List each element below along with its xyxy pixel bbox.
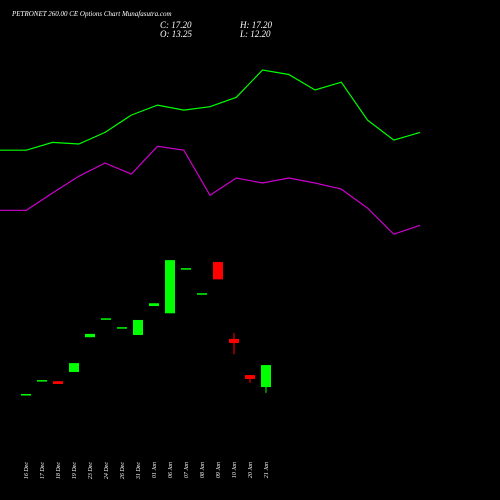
x-tick-label: 19 Dec	[72, 462, 78, 479]
candle-body	[181, 268, 191, 270]
x-tick-label: 17 Dec	[40, 462, 46, 479]
x-tick-label: 18 Dec	[56, 462, 62, 479]
candle-body	[213, 262, 223, 280]
header-close: C: 17.20	[160, 20, 192, 30]
header-open: O: 13.25	[160, 29, 192, 39]
candle-body	[245, 375, 255, 379]
candle-body	[21, 394, 31, 396]
x-tick-label: 10 Jan	[232, 462, 238, 478]
candle-body	[197, 293, 207, 295]
x-tick-label: 07 Jan	[184, 462, 190, 478]
x-tick-label: 26 Dec	[120, 462, 126, 479]
candle-body	[133, 319, 143, 335]
candle-body	[37, 380, 47, 382]
x-tick-label: 09 Jan	[216, 462, 222, 478]
header-low: L: 12.20	[239, 29, 271, 39]
x-tick-label: 06 Jan	[168, 462, 174, 478]
candle-body	[149, 303, 159, 307]
x-tick-label: 16 Dec	[24, 462, 30, 479]
x-tick-label: 20 Jan	[248, 462, 254, 478]
header-high: H: 17.20	[239, 20, 272, 30]
x-tick-label: 08 Jan	[200, 462, 206, 478]
candle-body	[69, 363, 79, 373]
candle-body	[165, 260, 175, 314]
candle-body	[117, 327, 127, 329]
candle-body	[229, 338, 239, 344]
x-tick-label: 23 Dec	[88, 462, 94, 479]
candle-body	[261, 365, 271, 388]
candle-body	[53, 381, 63, 384]
indicator-line	[0, 145, 421, 235]
candle-body	[101, 318, 111, 320]
x-tick-label: 31 Dec	[136, 462, 142, 480]
candle-body	[85, 333, 95, 338]
indicator-line	[0, 69, 421, 151]
x-tick-label: 01 Jan	[152, 462, 158, 478]
x-tick-label: 24 Dec	[103, 462, 110, 479]
x-tick-label: 21 Jan	[264, 462, 270, 478]
chart-title: PETRONET 260.00 CE Options Chart Munafas…	[11, 10, 172, 18]
